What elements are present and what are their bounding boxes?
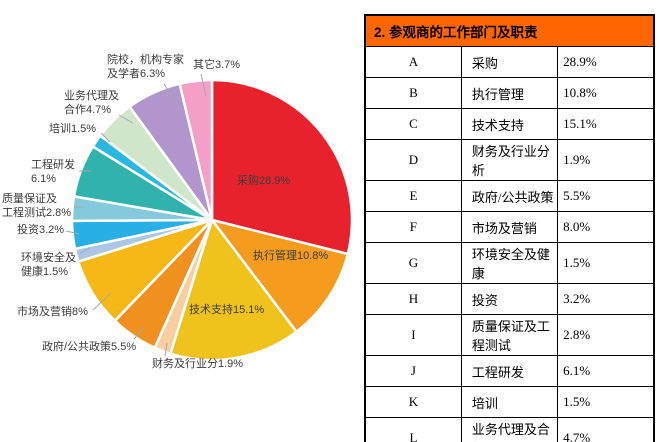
pie-label-c: 技术支持15.1% xyxy=(189,304,265,316)
pie-label-l: 业务代理及 合作4.7% xyxy=(64,90,119,116)
cell-pct: 1.5% xyxy=(557,242,655,284)
table-row: L业务代理及合作4.7% xyxy=(364,417,655,442)
cell-key: A xyxy=(364,46,462,78)
cell-dept: 采购 xyxy=(460,46,559,78)
cell-dept: 投资 xyxy=(460,283,559,315)
cell-dept: 质量保证及工程测试 xyxy=(460,314,559,356)
cell-key: I xyxy=(364,314,462,356)
cell-key: D xyxy=(364,139,462,181)
table-header-row: 2. 参观商的工作部门及职责 xyxy=(364,14,655,47)
table-row: B 执行管理 10.8% xyxy=(364,77,655,109)
leader-line-g xyxy=(79,247,91,254)
cell-pct: 4.7% xyxy=(557,417,655,442)
dept-table: 2. 参观商的工作部门及职责 A 采购 28.9% B 执行管理 10.8% C 技术支持 15… xyxy=(364,14,655,442)
table-row: H 投资 3.2% xyxy=(364,283,655,315)
cell-key: L xyxy=(364,417,462,442)
cell-dept: 工程研发 xyxy=(460,355,559,387)
table-row: K 培训 1.5% xyxy=(364,386,655,418)
cell-pct: 3.2% xyxy=(557,283,655,315)
pie-slice-b xyxy=(210,218,350,333)
pie-chart: 采购28.9% 执行管理10.8% 技术支持15.1% 财务及行业分1.9% 政府/公共… xyxy=(2,54,354,370)
cell-key: B xyxy=(364,77,462,109)
cell-key: E xyxy=(364,180,462,212)
pie-slice-a xyxy=(210,78,354,256)
cell-key: F xyxy=(364,211,462,243)
leader-line-d xyxy=(164,342,168,357)
cell-dept: 技术支持 xyxy=(460,108,559,140)
cell-pct: 28.9% xyxy=(557,46,655,78)
cell-dept: 执行管理 xyxy=(460,77,559,109)
pie-label-h: 投资3.2% xyxy=(17,224,65,236)
cell-key: C xyxy=(364,108,462,140)
cell-key: G xyxy=(364,242,462,284)
table-row: E 政府/公共政策 5.5% xyxy=(364,180,655,212)
cell-dept: 环境安全及健康 xyxy=(460,242,559,284)
table-row: G 环境安全及健康 1.5% xyxy=(364,242,655,284)
cell-pct: 1.9% xyxy=(557,139,655,181)
pie-label-i: 质量保证及 工程测试2.8% xyxy=(2,193,72,219)
table-row: F 市场及营销 8.0% xyxy=(364,211,655,243)
cell-pct: 10.8% xyxy=(557,77,655,109)
cell-key: J xyxy=(364,355,462,387)
cell-key: H xyxy=(364,283,462,315)
leader-line-n xyxy=(200,73,207,97)
table-row: I 质量保证及工程测试 2.8% xyxy=(364,314,655,356)
table-row: J 工程研发 6.1% xyxy=(364,355,655,387)
pie-label-n: 其它3.7% xyxy=(193,59,241,71)
table-row: D 财务及行业分析 1.9% xyxy=(364,139,655,181)
pie-chart-svg xyxy=(65,73,354,362)
pie-label-e: 政府/公共政策5.5% xyxy=(42,341,137,353)
pie-label-g: 环境安全及 健康1.5% xyxy=(21,252,76,278)
leader-line-h xyxy=(65,230,80,235)
cell-pct: 1.5% xyxy=(557,386,655,418)
cell-key: K xyxy=(364,386,462,418)
leader-line-l xyxy=(118,114,134,124)
cell-dept: 市场及营销 xyxy=(460,211,559,243)
pie-label-b: 执行管理10.8% xyxy=(253,250,329,262)
table-row: C 技术支持 15.1% xyxy=(364,108,655,140)
leader-line-f xyxy=(92,292,112,311)
cell-pct: 8.0% xyxy=(557,211,655,243)
cell-dept: 财务及行业分析 xyxy=(460,139,559,181)
cell-dept: 培训 xyxy=(460,386,559,418)
leader-line-e xyxy=(133,326,145,340)
pie-label-j: 工程研发 6.1% xyxy=(31,159,75,185)
pie-label-d: 财务及行业分1.9% xyxy=(152,358,244,370)
table-row: A 采购 28.9% xyxy=(364,46,655,78)
table-title: 2. 参观商的工作部门及职责 xyxy=(364,14,655,47)
leader-line-m xyxy=(163,83,175,101)
pie-slice-n xyxy=(178,78,214,222)
cell-pct: 5.5% xyxy=(557,180,655,212)
cell-pct: 6.1% xyxy=(557,355,655,387)
cell-pct: 15.1% xyxy=(557,108,655,140)
cell-pct: 2.8% xyxy=(557,314,655,356)
pie-label-a: 采购28.9% xyxy=(237,175,291,187)
pie-label-m: 院校，机构专家 及学者6.3% xyxy=(107,54,184,80)
pie-label-f: 市场及营销8% xyxy=(17,306,88,318)
pie-label-k: 培训1.5% xyxy=(49,123,97,135)
cell-dept: 政府/公共政策 xyxy=(460,180,559,212)
leader-line-k xyxy=(100,132,111,143)
